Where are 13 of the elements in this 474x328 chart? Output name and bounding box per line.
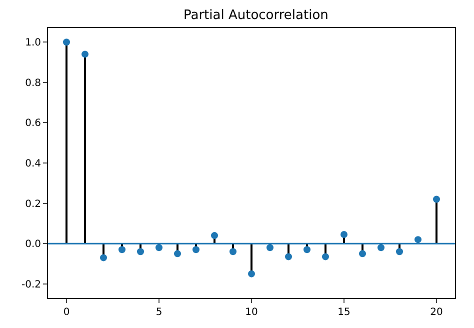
y-tick-label: 0.6: [25, 118, 41, 130]
y-tick-label: -0.2: [21, 279, 41, 290]
x-tick-label: 20: [430, 307, 443, 318]
x-tick-label: 10: [245, 307, 258, 318]
y-tick-label: 0.2: [25, 198, 41, 210]
x-tick-label: 15: [338, 307, 350, 318]
chart-title: Partial Autocorrelation: [183, 8, 328, 23]
y-tick-label: 0.4: [25, 158, 41, 170]
x-tick-label: 0: [63, 307, 70, 318]
x-tick-label: 5: [156, 307, 162, 318]
y-tick-label: 0.8: [25, 78, 41, 89]
y-tick-label: 1.0: [25, 38, 41, 49]
y-tick-label: 0.0: [25, 239, 41, 250]
